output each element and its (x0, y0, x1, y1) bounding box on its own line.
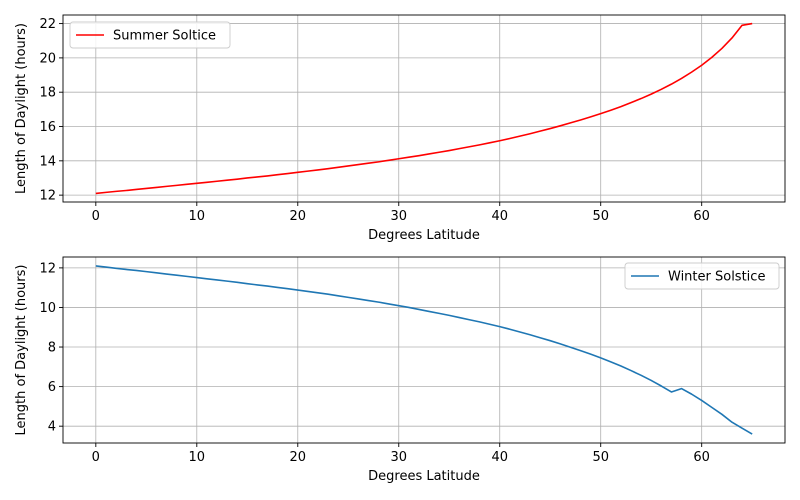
plot-frame (62, 14, 786, 203)
x-tick-label: 10 (189, 209, 206, 224)
y-tick-label: 12 (39, 261, 56, 276)
subplot-1: 0 10 20 30 40 50 60 12 14 16 18 20 22 Degrees Latitud… (14, 14, 786, 243)
x-axis-label: Degrees Latitude (368, 228, 480, 243)
legend: Summer Soltice (69, 21, 231, 49)
legend: Winter Solstice (624, 262, 780, 290)
y-tick-label: 12 (39, 189, 56, 204)
y-tick-label: 4 (48, 420, 56, 435)
series-line-1 (95, 265, 753, 435)
y-tick-label: 14 (39, 154, 56, 169)
x-tick-label: 40 (491, 209, 508, 224)
legend-label: Summer Soltice (113, 29, 216, 44)
x-tick-label: 0 (92, 209, 100, 224)
series-line-1 (95, 22, 753, 195)
y-tick-label: 6 (48, 380, 56, 395)
x-tick-label: 30 (390, 450, 407, 465)
x-tick-label: 30 (390, 209, 407, 224)
x-tick-label: 60 (693, 209, 710, 224)
legend-box (624, 262, 780, 290)
y-tick-label: 8 (48, 341, 56, 356)
subplot-2: 0 10 20 30 40 50 60 4 6 8 10 12 Degrees Latitude Leng… (14, 256, 786, 484)
y-tick-label: 18 (39, 86, 56, 101)
y-tick-label: 10 (39, 301, 56, 316)
x-tick-label: 60 (693, 450, 710, 465)
y-tick-label: 16 (39, 120, 56, 135)
x-tick-label: 40 (491, 450, 508, 465)
x-tick-label: 20 (290, 209, 307, 224)
x-axis-label: Degrees Latitude (368, 469, 480, 484)
legend-label: Winter Solstice (668, 270, 765, 285)
x-tick-label: 20 (290, 450, 307, 465)
y-axis-label: Length of Daylight (hours) (14, 265, 29, 436)
y-tick-label: 22 (39, 17, 56, 32)
x-tick-label: 50 (592, 450, 609, 465)
x-tick-label: 10 (189, 450, 206, 465)
y-axis-label: Length of Daylight (hours) (14, 23, 29, 194)
x-tick-label: 0 (92, 450, 100, 465)
legend-box (69, 21, 231, 49)
x-tick-label: 50 (592, 209, 609, 224)
y-tick-label: 20 (39, 51, 56, 66)
plot-frame (62, 256, 786, 444)
